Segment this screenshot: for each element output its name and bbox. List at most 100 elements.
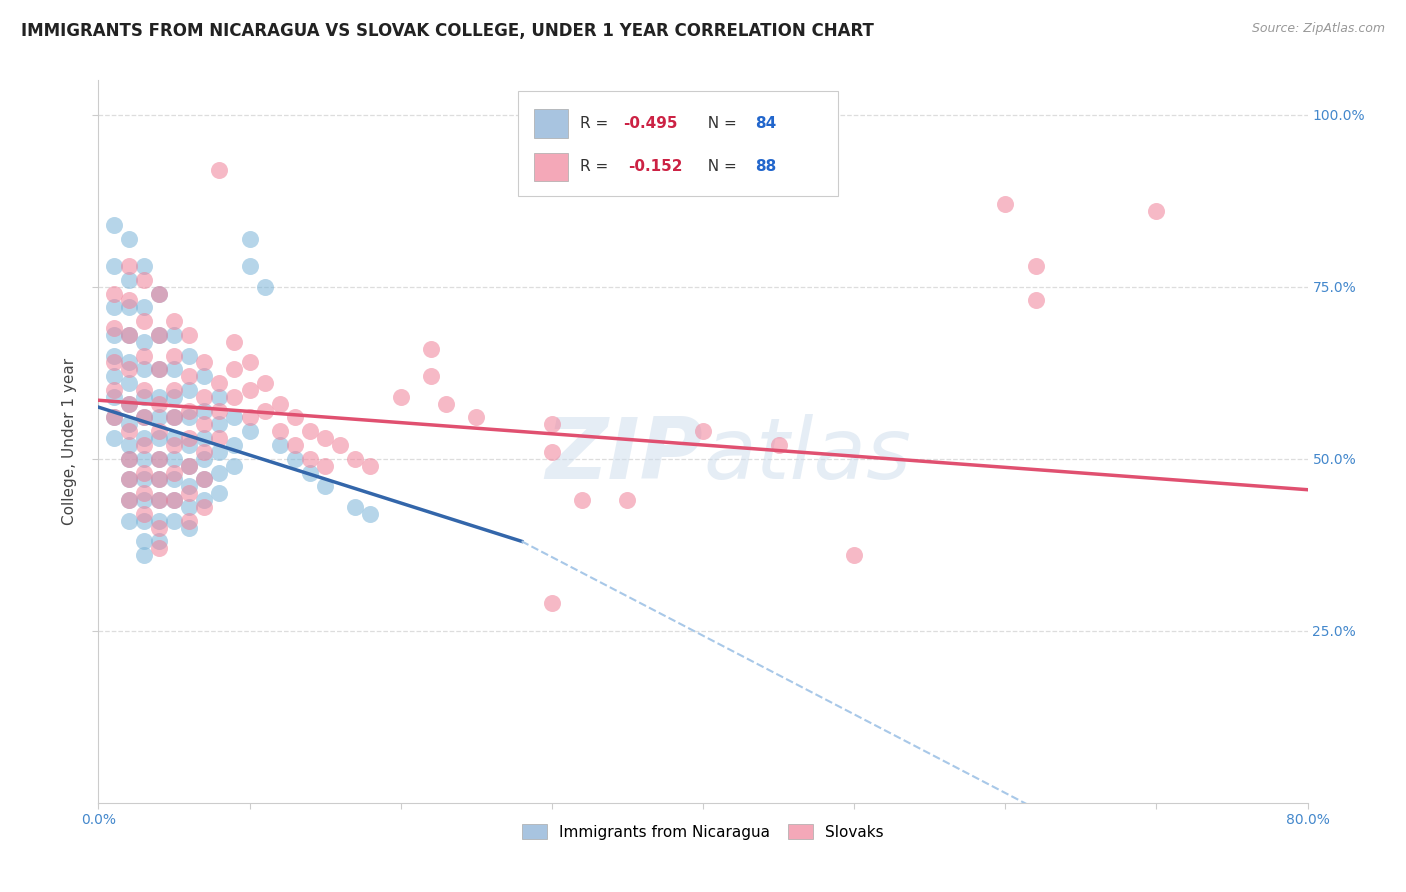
Point	[208, 445, 231, 459]
Point	[132, 534, 155, 549]
Point	[163, 314, 186, 328]
Point	[132, 548, 155, 562]
Legend: Immigrants from Nicaragua, Slovaks: Immigrants from Nicaragua, Slovaks	[516, 818, 890, 846]
Point	[118, 451, 141, 466]
Point	[208, 162, 231, 177]
Point	[148, 286, 170, 301]
Point	[132, 390, 155, 404]
Point	[118, 397, 141, 411]
Point	[179, 349, 201, 363]
Point	[179, 479, 201, 493]
Point	[118, 293, 141, 308]
Point	[179, 520, 201, 534]
Point	[132, 410, 155, 425]
Point	[132, 301, 155, 315]
Point	[103, 301, 125, 315]
Point	[148, 520, 170, 534]
Point	[118, 472, 141, 486]
Point	[163, 383, 186, 397]
Point	[1024, 259, 1046, 273]
Point	[163, 410, 186, 425]
Point	[118, 259, 141, 273]
Point	[148, 493, 170, 508]
Point	[360, 507, 382, 521]
Point	[118, 472, 141, 486]
Point	[148, 362, 170, 376]
Point	[132, 472, 155, 486]
Point	[148, 451, 170, 466]
Point	[253, 403, 276, 417]
Point	[163, 493, 186, 508]
Point	[224, 438, 246, 452]
Point	[148, 431, 170, 445]
Point	[692, 424, 714, 438]
Point	[179, 458, 201, 473]
Point	[148, 451, 170, 466]
Point	[179, 431, 201, 445]
Point	[193, 493, 215, 508]
Point	[179, 458, 201, 473]
Point	[224, 362, 246, 376]
Point	[163, 438, 186, 452]
Text: -0.152: -0.152	[628, 160, 682, 175]
Point	[148, 397, 170, 411]
Point	[118, 397, 141, 411]
Point	[103, 383, 125, 397]
Point	[148, 410, 170, 425]
Point	[118, 514, 141, 528]
Point	[103, 369, 125, 384]
Point	[163, 466, 186, 480]
Text: N =: N =	[699, 160, 742, 175]
Point	[193, 417, 215, 432]
Point	[163, 493, 186, 508]
Point	[269, 424, 291, 438]
Point	[118, 301, 141, 315]
Point	[193, 355, 215, 369]
Point	[163, 327, 186, 342]
Point	[163, 472, 186, 486]
Point	[148, 286, 170, 301]
Point	[103, 259, 125, 273]
Point	[148, 390, 170, 404]
Point	[132, 438, 155, 452]
Point	[224, 410, 246, 425]
Point	[118, 376, 141, 390]
Point	[844, 548, 866, 562]
Point	[118, 355, 141, 369]
Text: 88: 88	[755, 160, 776, 175]
Point	[118, 493, 141, 508]
Point	[208, 417, 231, 432]
Point	[344, 451, 367, 466]
Point	[269, 397, 291, 411]
Point	[420, 342, 443, 356]
Point	[132, 334, 155, 349]
Point	[163, 431, 186, 445]
Point	[118, 327, 141, 342]
Point	[193, 472, 215, 486]
Text: Source: ZipAtlas.com: Source: ZipAtlas.com	[1251, 22, 1385, 36]
Point	[118, 451, 141, 466]
Point	[239, 410, 262, 425]
Point	[239, 424, 262, 438]
Point	[1024, 293, 1046, 308]
Point	[103, 355, 125, 369]
Point	[284, 410, 307, 425]
Point	[148, 327, 170, 342]
Point	[299, 466, 322, 480]
Text: ZIP: ZIP	[546, 415, 703, 498]
Point	[103, 321, 125, 335]
Point	[132, 451, 155, 466]
Point	[179, 327, 201, 342]
Point	[163, 349, 186, 363]
Point	[179, 369, 201, 384]
Point	[540, 417, 562, 432]
Point	[103, 390, 125, 404]
Point	[132, 410, 155, 425]
Point	[163, 390, 186, 404]
Point	[132, 431, 155, 445]
Point	[465, 410, 488, 425]
Point	[148, 514, 170, 528]
Text: R =: R =	[579, 116, 613, 131]
Point	[208, 403, 231, 417]
Point	[239, 231, 262, 245]
